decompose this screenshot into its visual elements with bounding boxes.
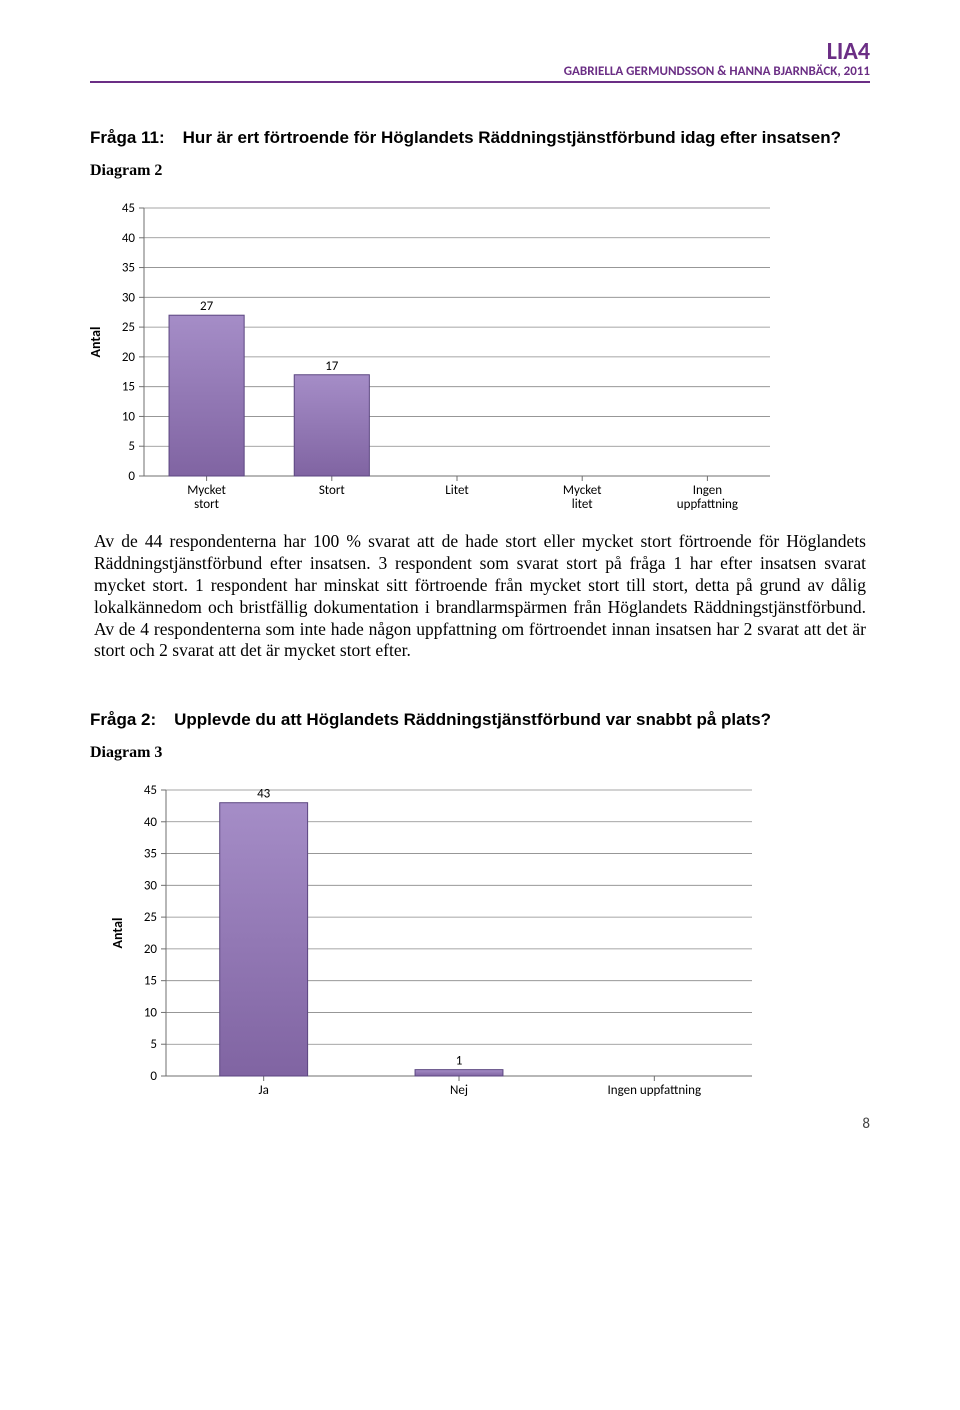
svg-text:27: 27 xyxy=(200,299,214,314)
svg-text:5: 5 xyxy=(128,439,135,454)
svg-text:43: 43 xyxy=(257,787,271,802)
svg-text:uppfattning: uppfattning xyxy=(677,497,738,512)
page-header: LIA4 GABRIELLA GERMUNDSSON & HANNA BJARN… xyxy=(90,40,870,83)
svg-text:30: 30 xyxy=(122,290,136,305)
diagram-3-chart: 0 5 10 15 20 25 30 35 40 45 Antal 43 Ja 1 Nej Ingen upp… xyxy=(106,772,870,1107)
svg-text:stort: stort xyxy=(194,497,220,512)
question-11: Fråga 11: Hur är ert förtroende för Högl… xyxy=(90,128,870,148)
svg-text:15: 15 xyxy=(144,974,157,989)
question-2-label: Fråga 2: xyxy=(90,710,156,730)
svg-text:Mycket: Mycket xyxy=(563,483,602,498)
svg-text:15: 15 xyxy=(122,380,135,395)
svg-text:35: 35 xyxy=(144,847,157,862)
svg-text:40: 40 xyxy=(144,815,158,830)
svg-text:litet: litet xyxy=(572,497,594,512)
svg-text:10: 10 xyxy=(122,409,136,424)
svg-text:Ja: Ja xyxy=(258,1083,268,1098)
svg-text:20: 20 xyxy=(144,942,158,957)
diagram-2-label: Diagram 2 xyxy=(90,162,870,180)
doc-subtitle: GABRIELLA GERMUNDSSON & HANNA BJARNBÄCK,… xyxy=(90,64,870,79)
question-11-text: Hur är ert förtroende för Höglandets Räd… xyxy=(183,128,870,148)
svg-text:Ingen uppfattning: Ingen uppfattning xyxy=(608,1083,702,1098)
question-11-body: Av de 44 respondenterna har 100 % svarat… xyxy=(90,531,870,662)
svg-text:Antal: Antal xyxy=(87,327,104,358)
svg-text:45: 45 xyxy=(122,201,135,216)
svg-text:25: 25 xyxy=(144,910,157,925)
question-2-text: Upplevde du att Höglandets Räddningstjän… xyxy=(174,710,870,730)
doc-title: LIA4 xyxy=(90,40,870,64)
svg-text:25: 25 xyxy=(122,320,135,335)
svg-text:Nej: Nej xyxy=(450,1083,468,1098)
svg-text:Stort: Stort xyxy=(319,483,346,498)
svg-text:Antal: Antal xyxy=(109,918,126,949)
svg-text:0: 0 xyxy=(150,1069,157,1084)
svg-text:1: 1 xyxy=(456,1054,463,1069)
question-2: Fråga 2: Upplevde du att Höglandets Rädd… xyxy=(90,710,870,730)
svg-text:Litet: Litet xyxy=(445,483,469,498)
svg-text:10: 10 xyxy=(144,1006,158,1021)
svg-text:0: 0 xyxy=(128,469,135,484)
svg-text:35: 35 xyxy=(122,261,135,276)
question-11-label: Fråga 11: xyxy=(90,128,165,148)
svg-text:Ingen: Ingen xyxy=(693,483,723,498)
svg-text:30: 30 xyxy=(144,879,158,894)
diagram-2-chart: 051015202530354045Antal27Mycketstort17St… xyxy=(84,190,870,525)
svg-text:Mycket: Mycket xyxy=(187,483,226,498)
svg-text:5: 5 xyxy=(150,1037,157,1052)
svg-text:40: 40 xyxy=(122,231,136,246)
diagram-3-label: Diagram 3 xyxy=(90,744,870,762)
svg-text:17: 17 xyxy=(325,359,339,374)
svg-text:20: 20 xyxy=(122,350,136,365)
svg-text:45: 45 xyxy=(144,783,157,798)
page-number: 8 xyxy=(862,1115,870,1133)
